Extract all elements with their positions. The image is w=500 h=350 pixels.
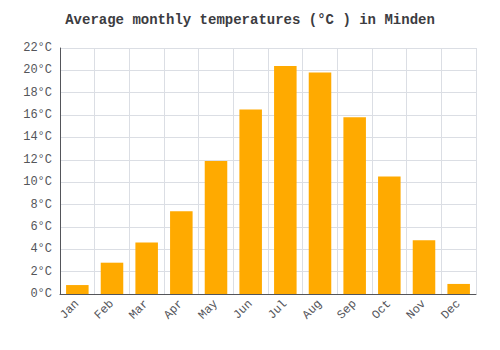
svg-text:Jan: Jan [57, 297, 82, 322]
svg-text:Dec: Dec [438, 297, 463, 322]
svg-text:8°C: 8°C [30, 198, 52, 212]
svg-text:4°C: 4°C [30, 242, 52, 256]
svg-text:May: May [196, 297, 221, 322]
svg-text:Mar: Mar [126, 297, 151, 322]
svg-text:Sep: Sep [334, 297, 359, 322]
svg-text:18°C: 18°C [23, 86, 52, 100]
svg-text:10°C: 10°C [23, 175, 52, 189]
svg-text:Aug: Aug [300, 297, 325, 322]
svg-text:12°C: 12°C [23, 153, 52, 167]
svg-text:20°C: 20°C [23, 63, 52, 77]
svg-text:16°C: 16°C [23, 108, 52, 122]
svg-text:14°C: 14°C [23, 130, 52, 144]
svg-text:Jul: Jul [265, 297, 290, 322]
svg-text:Jun: Jun [230, 297, 255, 322]
svg-text:Oct: Oct [369, 297, 394, 322]
svg-text:Nov: Nov [404, 297, 429, 322]
svg-text:Feb: Feb [92, 297, 117, 322]
svg-text:Apr: Apr [161, 297, 186, 322]
svg-text:6°C: 6°C [30, 220, 52, 234]
svg-text:0°C: 0°C [30, 287, 52, 301]
svg-text:Average monthly temperatures (: Average monthly temperatures (°C ) in Mi… [65, 12, 435, 28]
svg-text:22°C: 22°C [23, 41, 52, 55]
svg-text:2°C: 2°C [30, 265, 52, 279]
